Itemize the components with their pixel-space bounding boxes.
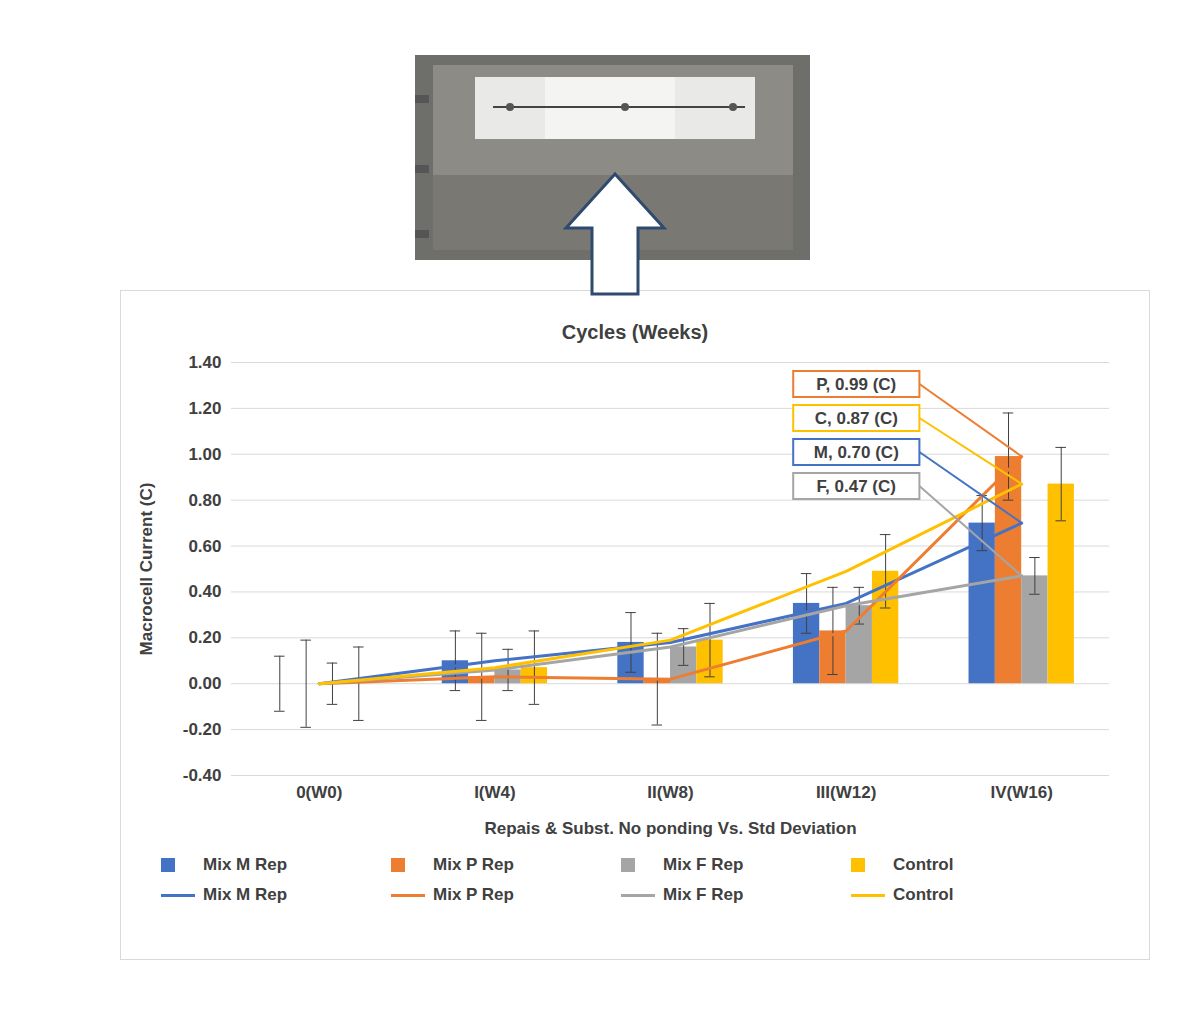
html-text:Cycles (Weeks): Cycles (Weeks) bbox=[561, 321, 709, 343]
html-text:Mix F Rep: Mix F Rep bbox=[663, 855, 744, 874]
svg-text:0.80: 0.80 bbox=[188, 491, 221, 510]
svg-text:IV(W16): IV(W16) bbox=[991, 783, 1053, 802]
svg-text:1.40: 1.40 bbox=[188, 353, 221, 372]
svg-text:Macrocell Current (C): Macrocell Current (C) bbox=[137, 483, 156, 656]
svg-text:Repais & Subst. No ponding Vs.: Repais & Subst. No ponding Vs. Std Devia… bbox=[484, 819, 856, 838]
svg-text:1.20: 1.20 bbox=[188, 399, 221, 418]
svg-text:-0.20: -0.20 bbox=[183, 720, 222, 739]
svg-text:P, 0.99 (C): P, 0.99 (C) bbox=[816, 375, 896, 394]
html-text:Mix P Rep: Mix P Rep bbox=[433, 885, 514, 904]
svg-text:0.00: 0.00 bbox=[188, 674, 221, 693]
svg-text:M, 0.70 (C): M, 0.70 (C) bbox=[814, 443, 899, 462]
svg-text:0(W0): 0(W0) bbox=[296, 783, 342, 802]
svg-text:C, 0.87 (C): C, 0.87 (C) bbox=[815, 409, 898, 428]
html-text:Mix P Rep: Mix P Rep bbox=[433, 855, 514, 874]
svg-text:II(W8): II(W8) bbox=[647, 783, 693, 802]
html-text:Mix M Rep: Mix M Rep bbox=[203, 855, 288, 874]
svg-text:III(W12): III(W12) bbox=[816, 783, 876, 802]
html-text:Mix F Rep: Mix F Rep bbox=[663, 885, 744, 904]
svg-text:1.00: 1.00 bbox=[188, 445, 221, 464]
svg-text:I(W4): I(W4) bbox=[474, 783, 516, 802]
svg-text:0.40: 0.40 bbox=[188, 582, 221, 601]
html-text:Mix M Rep: Mix M Rep bbox=[203, 885, 288, 904]
svg-text:0.60: 0.60 bbox=[188, 536, 221, 555]
html-text:Control: Control bbox=[893, 855, 954, 874]
svg-text:-0.40: -0.40 bbox=[183, 766, 222, 785]
svg-text:F, 0.47 (C): F, 0.47 (C) bbox=[817, 477, 896, 496]
svg-text:0.20: 0.20 bbox=[188, 628, 221, 647]
html-text:Control: Control bbox=[893, 885, 954, 904]
